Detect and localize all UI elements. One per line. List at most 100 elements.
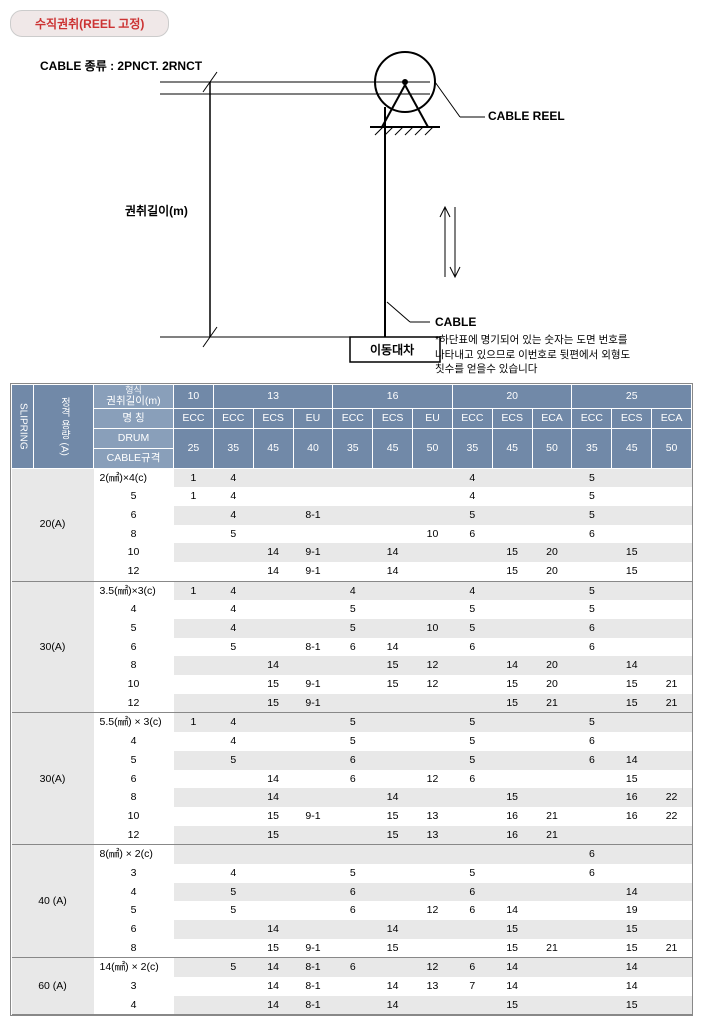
footnote-line-3: 칫수를 얻을수 있습니다 — [435, 362, 675, 377]
value-cell: 6 — [452, 525, 492, 544]
value-cell: 5 — [213, 751, 253, 770]
value-cell — [452, 845, 492, 864]
value-cell — [174, 675, 214, 694]
value-cell — [333, 845, 373, 864]
value-cell — [532, 619, 572, 638]
cable-spec-cell: 5 — [94, 901, 174, 920]
value-cell: 15 — [373, 675, 413, 694]
value-cell — [652, 901, 692, 920]
value-cell — [213, 939, 253, 958]
cable-spec-cell: 14(㎟) × 2(c) — [94, 958, 174, 977]
value-cell: 16 — [612, 788, 652, 807]
value-cell: 5 — [452, 751, 492, 770]
value-cell — [652, 543, 692, 562]
cable-spec-cell: 2(㎟)×4(c) — [94, 468, 174, 487]
value-cell: 20 — [532, 675, 572, 694]
value-cell — [253, 600, 293, 619]
value-cell: 21 — [652, 675, 692, 694]
table-row: 12159-115211521 — [12, 694, 692, 713]
value-cell: 14 — [373, 977, 413, 996]
value-cell — [452, 920, 492, 939]
table-row: 614612615 — [12, 770, 692, 789]
value-cell: 4 — [213, 864, 253, 883]
value-cell — [213, 562, 253, 581]
table-row: 5451056 — [12, 619, 692, 638]
value-cell — [174, 694, 214, 713]
value-cell: 21 — [652, 939, 692, 958]
cable-label: CABLE — [435, 315, 476, 329]
value-cell: 12 — [413, 656, 453, 675]
value-cell — [373, 751, 413, 770]
value-cell: 4 — [213, 487, 253, 506]
value-cell: 15 — [492, 543, 532, 562]
value-cell: 15 — [373, 807, 413, 826]
value-cell — [333, 996, 373, 1015]
table-row: 40 (A)8(㎟) × 2(c)6 — [12, 845, 692, 864]
value-cell: 5 — [572, 506, 612, 525]
value-cell — [612, 845, 652, 864]
cable-spec-cell: 5 — [94, 487, 174, 506]
value-cell — [174, 826, 214, 845]
value-cell — [293, 619, 333, 638]
name-cell: ECC — [174, 409, 214, 429]
value-cell — [652, 506, 692, 525]
value-cell: 14 — [373, 788, 413, 807]
value-cell — [333, 694, 373, 713]
value-cell: 4 — [213, 732, 253, 751]
value-cell — [253, 638, 293, 657]
value-cell — [293, 600, 333, 619]
value-cell — [532, 901, 572, 920]
cable-spec-cell: 6 — [94, 770, 174, 789]
trolley-label: 이동대차 — [370, 341, 414, 358]
value-cell — [174, 638, 214, 657]
value-cell — [612, 506, 652, 525]
value-cell — [293, 826, 333, 845]
winding-length-header: 형식권취길이(m) — [94, 385, 174, 409]
cable-spec-cell: 3.5(㎟)×3(c) — [94, 581, 174, 600]
value-cell: 21 — [532, 807, 572, 826]
value-cell — [652, 619, 692, 638]
value-cell: 5 — [572, 468, 612, 487]
value-cell: 16 — [612, 807, 652, 826]
table-row: 20(A)2(㎟)×4(c)1445 — [12, 468, 692, 487]
value-cell — [333, 788, 373, 807]
table-row: 648-155 — [12, 506, 692, 525]
value-cell: 15 — [612, 770, 652, 789]
value-cell — [174, 901, 214, 920]
value-cell — [413, 562, 453, 581]
value-cell — [213, 996, 253, 1015]
value-cell — [532, 864, 572, 883]
value-cell — [652, 958, 692, 977]
value-cell — [373, 581, 413, 600]
value-cell: 15 — [492, 562, 532, 581]
value-cell — [652, 525, 692, 544]
name-cell: ECS — [253, 409, 293, 429]
value-cell: 5 — [452, 713, 492, 732]
value-cell — [492, 845, 532, 864]
table-row: 30(A)3.5(㎟)×3(c)14445 — [12, 581, 692, 600]
value-cell: 21 — [652, 694, 692, 713]
table-row: 5565614 — [12, 751, 692, 770]
value-cell: 1 — [174, 581, 214, 600]
value-cell — [174, 807, 214, 826]
value-cell — [213, 845, 253, 864]
value-cell: 15 — [612, 675, 652, 694]
value-cell: 4 — [213, 619, 253, 638]
spec-table: SLIPRING정격 용량 (A)형식권취길이(m)1013162025명 칭E… — [10, 383, 693, 1016]
cable-spec-cell: 8 — [94, 656, 174, 675]
value-cell — [373, 468, 413, 487]
table-row: 121515131621 — [12, 826, 692, 845]
value-cell — [413, 468, 453, 487]
value-cell: 4 — [213, 600, 253, 619]
value-cell — [413, 638, 453, 657]
value-cell: 5 — [572, 600, 612, 619]
value-cell — [293, 713, 333, 732]
value-cell: 15 — [612, 543, 652, 562]
value-cell — [532, 977, 572, 996]
value-cell: 22 — [652, 807, 692, 826]
value-cell: 8-1 — [293, 506, 333, 525]
value-cell — [413, 864, 453, 883]
value-cell — [174, 920, 214, 939]
value-cell — [293, 656, 333, 675]
value-cell — [652, 826, 692, 845]
